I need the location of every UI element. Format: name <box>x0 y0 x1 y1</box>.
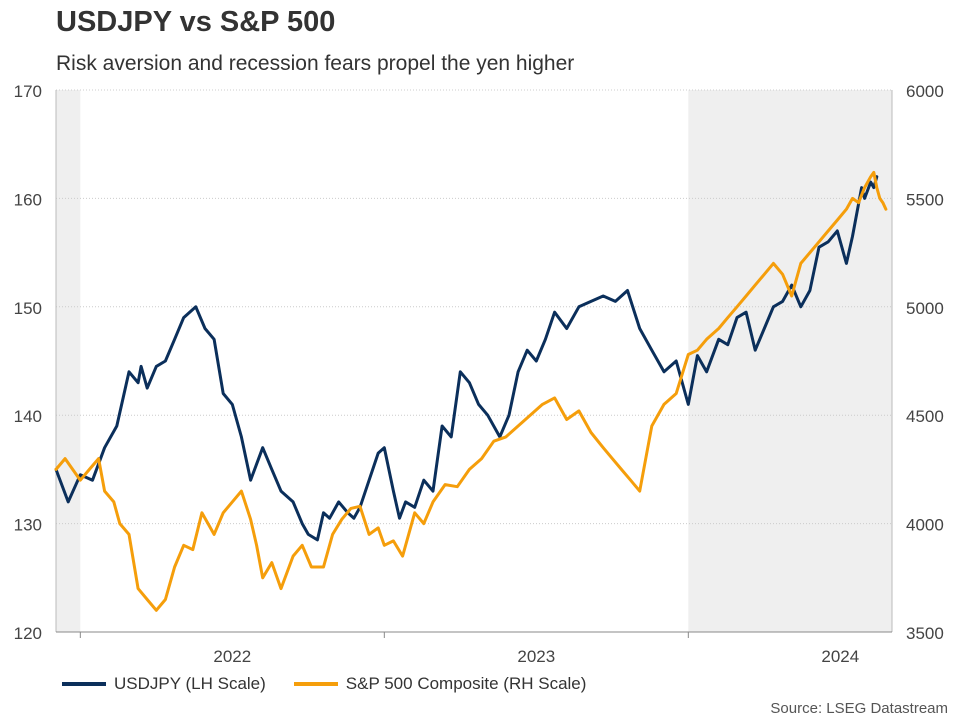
y-right-tick-label-3: 5000 <box>906 299 944 318</box>
shaded-period-1 <box>688 90 892 632</box>
legend-label-usdjpy: USDJPY (LH Scale) <box>114 674 266 693</box>
legend-swatch-usdjpy <box>62 682 106 686</box>
legend-item-spx: S&P 500 Composite (RH Scale) <box>293 674 587 694</box>
chart-subtitle: Risk aversion and recession fears propel… <box>56 52 575 75</box>
legend: USDJPY (LH Scale) S&P 500 Composite (RH … <box>62 674 614 694</box>
x-tick-label-2: 2024 <box>821 647 859 666</box>
x-tick-label-1: 2023 <box>517 647 555 666</box>
y-left-tick-label-4: 160 <box>14 190 42 209</box>
y-right-tick-label-4: 5500 <box>906 190 944 209</box>
legend-item-usdjpy: USDJPY (LH Scale) <box>62 674 266 694</box>
y-right-tick-label-1: 4000 <box>906 516 944 535</box>
y-right-tick-label-5: 6000 <box>906 82 944 101</box>
series-line-usdjpy <box>54 175 879 542</box>
x-tick-label-0: 2022 <box>213 647 251 666</box>
chart-title: USDJPY vs S&P 500 <box>56 6 336 38</box>
y-left-tick-label-3: 150 <box>14 299 42 318</box>
y-left-tick-label-0: 120 <box>14 624 42 643</box>
y-right-tick-label-2: 4500 <box>906 407 944 426</box>
shaded-period-0 <box>56 90 81 632</box>
y-right-tick-label-0: 3500 <box>906 624 944 643</box>
y-left-tick-label-1: 130 <box>14 516 42 535</box>
source-note: Source: LSEG Datastream <box>770 700 948 717</box>
series-line-spx <box>54 170 888 612</box>
legend-label-spx: S&P 500 Composite (RH Scale) <box>345 674 587 693</box>
y-left-tick-label-5: 170 <box>14 82 42 101</box>
y-left-tick-label-2: 140 <box>14 407 42 426</box>
legend-swatch-spx <box>293 682 338 686</box>
